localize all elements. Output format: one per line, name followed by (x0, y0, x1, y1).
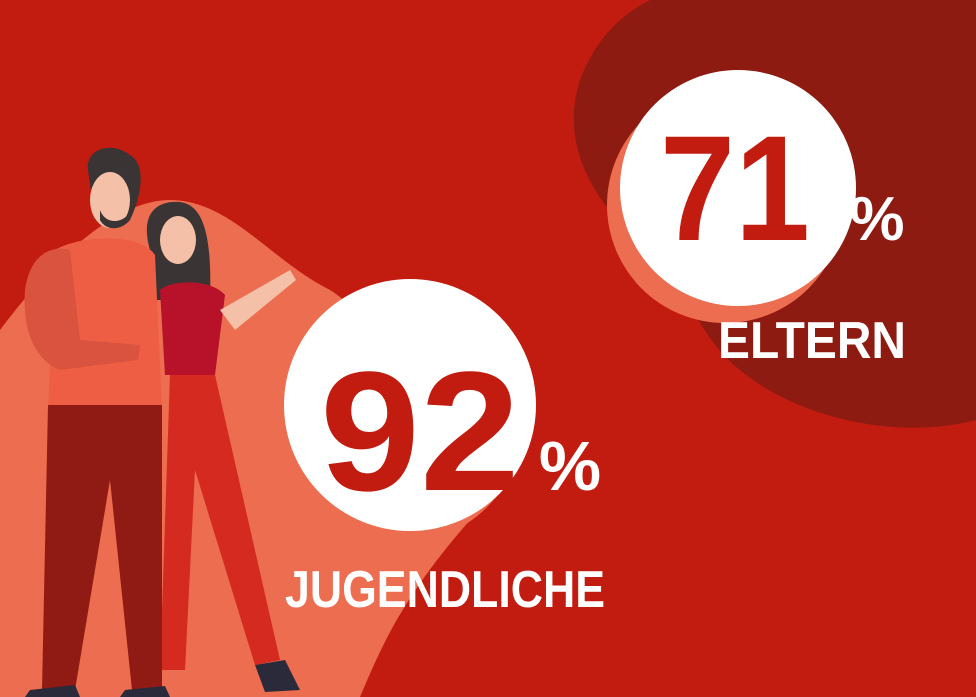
stat-number: 71 (660, 104, 810, 272)
circle (620, 70, 856, 306)
stat-label: JUGENDLICHE (285, 561, 605, 619)
stat-label: ELTERN (718, 312, 906, 370)
stat-unit: % (539, 427, 601, 505)
stat-number: 92 (320, 337, 520, 527)
stat-unit: % (849, 185, 904, 254)
circle (284, 279, 536, 531)
people-illustration (24, 147, 300, 697)
